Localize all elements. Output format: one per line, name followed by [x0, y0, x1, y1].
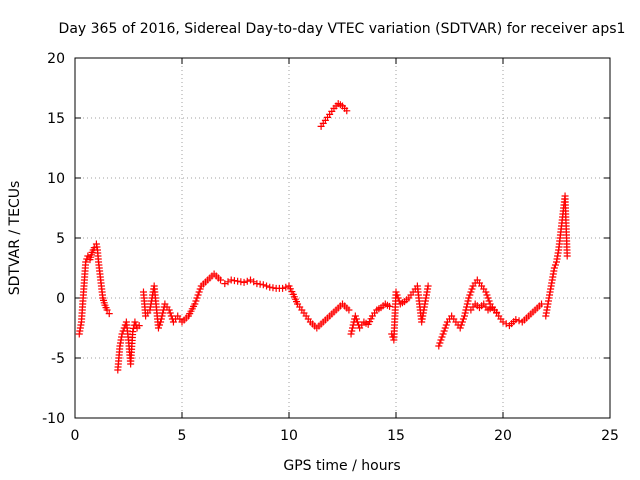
chart-title: Day 365 of 2016, Sidereal Day-to-day VTE… — [59, 21, 626, 37]
data-point-interp — [458, 318, 466, 326]
data-point-interp — [485, 297, 493, 305]
data-point — [246, 276, 254, 284]
data-point — [351, 312, 359, 320]
data-point-interp — [348, 327, 356, 335]
y-tick-label: -5 — [51, 351, 65, 367]
data-point — [157, 318, 165, 326]
data-point — [347, 330, 355, 338]
plot-frame — [74, 57, 611, 419]
data-point — [191, 300, 199, 308]
data-point — [167, 312, 175, 320]
data-point-interp — [464, 297, 472, 305]
y-tick-label: 20 — [47, 51, 65, 67]
data-point-interp — [484, 294, 492, 302]
data-point-interp — [196, 285, 204, 293]
data-point-interp — [195, 288, 203, 296]
data-point-interp — [461, 309, 469, 317]
data-point-interp — [353, 318, 361, 326]
x-axis-label: GPS time / hours — [283, 458, 400, 474]
data-point — [538, 300, 546, 308]
data-point — [279, 284, 287, 292]
data-point — [512, 316, 520, 324]
data-point — [456, 324, 464, 332]
y-tick-label: -10 — [42, 411, 65, 427]
y-tick-label: 5 — [56, 231, 65, 247]
data-point — [465, 294, 473, 302]
data-point-interp — [437, 336, 445, 344]
data-point-interp — [194, 291, 202, 299]
data-point — [82, 258, 90, 266]
data-point-interp — [436, 339, 444, 347]
data-point-interp — [441, 324, 449, 332]
data-point — [259, 281, 267, 289]
data-point-interp — [348, 324, 356, 332]
data-point-interp — [250, 278, 258, 286]
data-point-interp — [551, 261, 559, 269]
data-point — [103, 306, 111, 314]
data-point-interp — [263, 282, 271, 290]
data-point-interp — [243, 277, 251, 285]
y-axis-tick-labels: -10 -5 0 5 10 15 20 — [42, 51, 65, 427]
y-tick-label: 0 — [56, 291, 65, 307]
data-point — [435, 342, 443, 350]
data-point — [563, 252, 571, 260]
data-point — [460, 312, 468, 320]
x-tick-label: 15 — [387, 428, 405, 444]
data-point-interp — [467, 288, 475, 296]
data-point-interp — [442, 321, 450, 329]
data-point — [550, 264, 558, 272]
data-point-interp — [483, 291, 491, 299]
data-point-interp — [393, 291, 401, 299]
data-point-interp — [158, 312, 166, 320]
data-point-interp — [157, 315, 165, 323]
data-point-interp — [459, 315, 467, 323]
data-point-interp — [282, 283, 290, 291]
data-point-interp — [192, 297, 200, 305]
data-point-interp — [156, 321, 164, 329]
data-point — [154, 324, 162, 332]
data-point — [129, 328, 137, 336]
data-point-interp — [352, 315, 360, 323]
data-point-interp — [159, 309, 167, 317]
data-point-interp — [394, 294, 402, 302]
data-point-interp — [457, 321, 465, 329]
data-point — [165, 306, 173, 314]
x-tick-label: 0 — [71, 428, 80, 444]
data-point — [345, 306, 353, 314]
data-point-interp — [224, 278, 232, 286]
data-point-interp — [438, 333, 446, 341]
data-point-interp — [515, 317, 523, 325]
y-axis-label: SDTVAR / TECUs — [7, 181, 23, 296]
data-point — [439, 330, 447, 338]
x-tick-label: 5 — [178, 428, 187, 444]
data-point — [221, 280, 229, 288]
data-point-interp — [463, 300, 471, 308]
grid-lines — [75, 58, 610, 418]
data-point — [135, 322, 143, 330]
data-point — [217, 276, 225, 284]
data-point-interp — [440, 327, 448, 335]
data-point-interp — [193, 294, 201, 302]
data-point — [392, 288, 400, 296]
data-point — [493, 308, 501, 316]
x-tick-label: 20 — [494, 428, 512, 444]
data-points — [75, 100, 571, 374]
x-axis-tick-labels: 0 5 10 15 20 25 — [71, 428, 619, 444]
data-point — [424, 282, 432, 290]
y-tick-label: 15 — [47, 111, 65, 127]
x-tick-label: 25 — [601, 428, 619, 444]
x-tick-label: 10 — [280, 428, 298, 444]
data-point-interp — [166, 309, 174, 317]
data-point-interp — [463, 303, 471, 311]
data-point — [105, 310, 113, 318]
data-point — [131, 318, 139, 326]
data-point — [343, 107, 351, 115]
data-point — [482, 288, 490, 296]
data-point-interp — [466, 291, 474, 299]
data-point-interp — [468, 285, 476, 293]
data-point — [240, 278, 248, 286]
y-tick-label: 10 — [47, 171, 65, 187]
